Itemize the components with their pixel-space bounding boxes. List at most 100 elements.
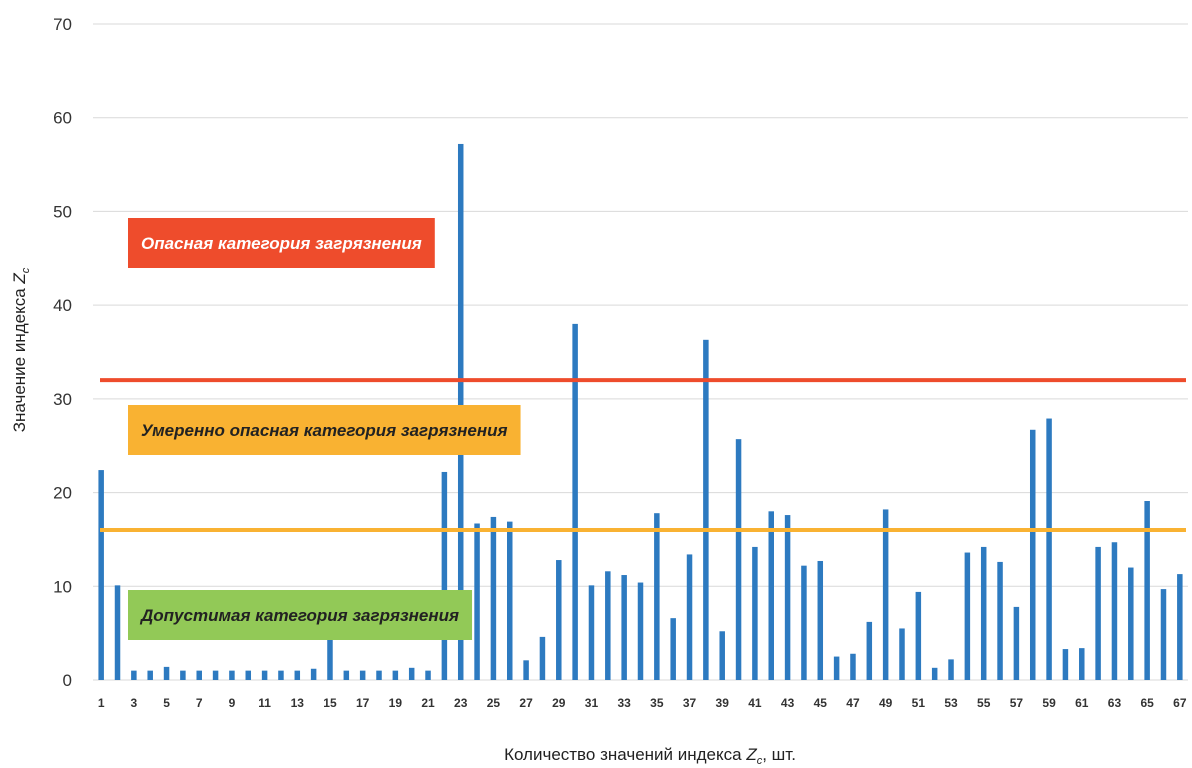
x-tick-label: 43 bbox=[781, 696, 795, 710]
x-tick-label: 63 bbox=[1108, 696, 1122, 710]
bar-30 bbox=[572, 323, 578, 680]
x-tick-labels: 1 3 5 7 9 11 13 15 17 19 21 23 25 27 29 31 33 35 37 39 41 43 4… bbox=[98, 696, 1187, 710]
bar-1 bbox=[98, 470, 104, 680]
threshold-lines bbox=[100, 378, 1186, 533]
bar-57 bbox=[1013, 606, 1020, 680]
x-tick-label: 31 bbox=[585, 696, 599, 710]
x-tick-label: 49 bbox=[879, 696, 893, 710]
bar-41 bbox=[752, 546, 758, 680]
y-axis-label: Значение индекса Zc bbox=[10, 267, 32, 432]
bar-45 bbox=[817, 560, 824, 680]
bar-15 bbox=[327, 636, 333, 680]
x-tick-label: 17 bbox=[356, 696, 370, 710]
bar-54 bbox=[964, 552, 971, 680]
zone-box bbox=[128, 405, 521, 455]
bar-28 bbox=[539, 636, 546, 680]
bar-5 bbox=[163, 666, 170, 680]
x-tick-label: 37 bbox=[683, 696, 697, 710]
zone-text: Допустимая категория загрязнения bbox=[139, 606, 459, 625]
y-tick-label: 70 bbox=[53, 15, 72, 34]
bar-34 bbox=[637, 582, 644, 680]
x-tick-label: 57 bbox=[1010, 696, 1024, 710]
zone-label-2: Умеренно опасная категория загрязнения bbox=[128, 405, 521, 455]
x-tick-label: 15 bbox=[323, 696, 337, 710]
bar-62 bbox=[1095, 546, 1101, 680]
bar-58 bbox=[1029, 429, 1036, 680]
bar-59 bbox=[1046, 418, 1052, 680]
x-tick-label: 19 bbox=[389, 696, 403, 710]
bar-24 bbox=[474, 523, 480, 680]
x-tick-label: 21 bbox=[421, 696, 435, 710]
zone-text: Опасная категория загрязнения bbox=[141, 234, 422, 253]
zone-box bbox=[128, 218, 435, 268]
x-tick-label: 41 bbox=[748, 696, 762, 710]
bar-21 bbox=[425, 670, 431, 680]
bar-65 bbox=[1144, 501, 1150, 680]
bar-13 bbox=[294, 670, 301, 680]
y-tick-label: 10 bbox=[53, 577, 72, 596]
bar-60 bbox=[1062, 649, 1069, 680]
bar-42 bbox=[768, 511, 774, 680]
bar-53 bbox=[948, 659, 954, 680]
x-tick-label: 55 bbox=[977, 696, 991, 710]
bar-12 bbox=[278, 670, 284, 680]
zone-label-3: Допустимая категория загрязнения bbox=[128, 590, 473, 640]
bar-48 bbox=[866, 621, 873, 680]
zone-labels: Опасная категория загрязнения Умеренно оп… bbox=[128, 218, 521, 640]
bar-63 bbox=[1111, 542, 1118, 680]
bar-27 bbox=[523, 660, 529, 680]
bar-51 bbox=[915, 591, 922, 680]
bar-22 bbox=[441, 471, 448, 680]
bar-56 bbox=[997, 561, 1003, 680]
y-tick-label: 0 bbox=[63, 671, 72, 690]
y-tick-label: 50 bbox=[53, 202, 72, 221]
gridlines bbox=[93, 23, 1188, 681]
x-tick-label: 9 bbox=[229, 696, 236, 710]
x-tick-label: 1 bbox=[98, 696, 105, 710]
x-tick-label: 29 bbox=[552, 696, 566, 710]
bar-32 bbox=[605, 571, 611, 680]
x-tick-label: 67 bbox=[1173, 696, 1187, 710]
x-tick-label: 3 bbox=[131, 696, 138, 710]
x-tick-label: 35 bbox=[650, 696, 664, 710]
y-tick-label: 30 bbox=[53, 390, 72, 409]
bar-31 bbox=[588, 585, 595, 680]
x-tick-label: 7 bbox=[196, 696, 203, 710]
bar-29 bbox=[556, 560, 562, 680]
bar-66 bbox=[1160, 589, 1167, 680]
bar-7 bbox=[196, 670, 202, 680]
bar-64 bbox=[1128, 567, 1134, 680]
bar-6 bbox=[180, 670, 186, 680]
x-tick-label: 23 bbox=[454, 696, 468, 710]
bar-17 bbox=[359, 670, 366, 680]
bar-16 bbox=[343, 670, 350, 680]
bar-9 bbox=[229, 670, 235, 680]
x-tick-label: 45 bbox=[814, 696, 828, 710]
bar-52 bbox=[931, 667, 938, 680]
x-tick-label: 25 bbox=[487, 696, 501, 710]
zone-box bbox=[128, 590, 473, 640]
bar-67 bbox=[1177, 574, 1183, 680]
x-tick-label: 47 bbox=[846, 696, 860, 710]
bar-19 bbox=[392, 670, 399, 680]
bar-36 bbox=[670, 618, 676, 680]
bar-3 bbox=[131, 670, 137, 680]
bar-14 bbox=[310, 668, 317, 680]
bar-33 bbox=[621, 575, 627, 680]
bar-18 bbox=[376, 670, 382, 680]
bar-50 bbox=[899, 628, 905, 680]
bar-39 bbox=[719, 631, 725, 680]
bar-40 bbox=[735, 439, 742, 680]
bar-4 bbox=[147, 670, 153, 680]
x-tick-label: 5 bbox=[163, 696, 170, 710]
x-tick-label: 33 bbox=[617, 696, 631, 710]
zone-label-1: Опасная категория загрязнения bbox=[128, 218, 435, 268]
x-tick-label: 59 bbox=[1042, 696, 1056, 710]
bar-25 bbox=[490, 516, 497, 680]
bar-47 bbox=[850, 653, 856, 680]
bar-43 bbox=[784, 515, 791, 680]
bar-37 bbox=[686, 554, 693, 680]
x-tick-label: 61 bbox=[1075, 696, 1089, 710]
y-tick-label: 40 bbox=[53, 296, 72, 315]
